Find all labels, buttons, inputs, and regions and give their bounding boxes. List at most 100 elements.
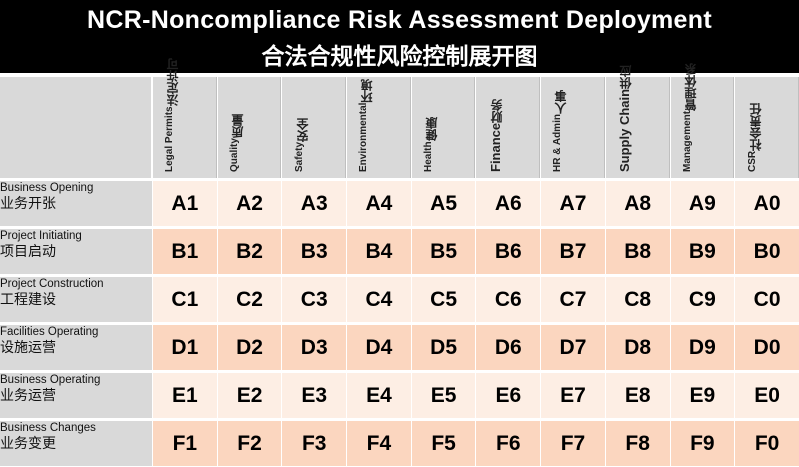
matrix-cell: D0 <box>734 322 799 370</box>
matrix-cell: D4 <box>346 322 411 370</box>
row-header-en: Business Opening <box>0 182 94 194</box>
table-row: Project Initiating 项目启动 B1 B2 B3 B4 B5 B6 B7 B8 B9… <box>0 226 799 274</box>
column-header-zh: 人事 <box>554 90 569 115</box>
matrix-cell: F5 <box>410 418 476 466</box>
matrix-cell: D3 <box>281 322 347 370</box>
column-header-en: Safety <box>293 141 305 172</box>
row-header: Project Construction 工程建设 <box>0 274 153 322</box>
matrix-cell: E3 <box>281 370 347 418</box>
matrix-cell: E9 <box>669 370 735 418</box>
matrix-cell: C5 <box>410 274 476 322</box>
column-header-environmental: Environmental 环境 <box>346 77 411 178</box>
table-row: Business Operating 业务运营 E1 E2 E3 E4 E5 E6 E7 E8 E9… <box>0 370 799 418</box>
column-header-zh: 社会责任 <box>748 102 763 151</box>
column-header-safety: Safety 安全 <box>281 77 347 178</box>
matrix-cell: A4 <box>346 178 411 226</box>
matrix-cell: B9 <box>669 226 735 274</box>
matrix-cell: A2 <box>216 178 282 226</box>
column-header-en: Environmental <box>358 102 370 172</box>
column-header-en: Supply Chain <box>617 88 633 172</box>
matrix-cell: B1 <box>152 226 217 274</box>
matrix-cell: C9 <box>669 274 735 322</box>
column-header-en: HR & Admin <box>552 114 564 172</box>
matrix-cell: E7 <box>540 370 605 418</box>
matrix-cell: C4 <box>346 274 411 322</box>
matrix-cell: E5 <box>410 370 476 418</box>
matrix-cell: C7 <box>540 274 605 322</box>
matrix-cell: D5 <box>410 322 476 370</box>
matrix-cell: D8 <box>604 322 670 370</box>
title-english: NCR-Noncompliance Risk Assessment Deploy… <box>87 6 712 34</box>
row-header-en: Facilities Operating <box>0 326 99 338</box>
matrix-cell: D2 <box>216 322 282 370</box>
matrix-cell: F2 <box>216 418 282 466</box>
table-row: Facilities Operating 设施运营 D1 D2 D3 D4 D5 D6 D7 D8… <box>0 322 799 370</box>
row-header: Business Operating 业务运营 <box>0 370 153 418</box>
title-chinese: 合法合规性风险控制展开图 <box>261 44 538 70</box>
title-banner: NCR-Noncompliance Risk Assessment Deploy… <box>0 0 799 73</box>
column-header-zh: 管理体系 <box>683 62 698 111</box>
table-row: Project Construction 工程建设 C1 C2 C3 C4 C5 C6 C7 C8… <box>0 274 799 322</box>
column-header-csr: CSR 社会责任 <box>734 77 799 178</box>
matrix-cell: B6 <box>475 226 541 274</box>
matrix-cell: D9 <box>669 322 735 370</box>
column-header-management: Management 管理体系 <box>669 63 735 178</box>
column-header-en: CSR <box>746 150 758 172</box>
row-header: Project Initiating 项目启动 <box>0 226 153 274</box>
matrix-cell: F6 <box>475 418 541 466</box>
matrix-cell: F4 <box>346 418 411 466</box>
row-header: Facilities Operating 设施运营 <box>0 322 153 370</box>
matrix-cell: F3 <box>281 418 347 466</box>
row-header-zh: 设施运营 <box>0 340 56 356</box>
matrix-cell: E6 <box>475 370 541 418</box>
row-header-zh: 工程建设 <box>0 292 56 308</box>
row-header-en: Business Changes <box>0 422 96 434</box>
table-row: Business Changes 业务变更 F1 F2 F3 F4 F5 F6 F7 F8 F9 F0 <box>0 418 799 466</box>
row-header-zh: 项目启动 <box>0 244 56 260</box>
risk-matrix-table: Legal Permits 法定许可 Quality 质量 Safety 安全 … <box>0 58 799 466</box>
row-header-zh: 业务运营 <box>0 388 56 404</box>
row-header-en: Business Operating <box>0 374 101 386</box>
row-header: Business Opening 业务开张 <box>0 178 153 226</box>
corner-cell <box>0 77 153 178</box>
matrix-cell: C0 <box>734 274 799 322</box>
matrix-cell: C3 <box>281 274 347 322</box>
matrix-cell: A6 <box>475 178 541 226</box>
matrix-cell: C2 <box>216 274 282 322</box>
column-header-en: Quality <box>229 138 241 172</box>
matrix-cell: B8 <box>604 226 670 274</box>
matrix-cell: E2 <box>216 370 282 418</box>
matrix-cell: F9 <box>669 418 735 466</box>
column-header-zh: 环境 <box>360 78 375 103</box>
column-header-zh: 健康 <box>425 117 440 142</box>
matrix-cell: A5 <box>410 178 476 226</box>
row-header-en: Project Initiating <box>0 230 82 242</box>
column-header-finance: Finance 财务 <box>475 77 541 178</box>
row-header: Business Changes 业务变更 <box>0 418 153 466</box>
row-header-zh: 业务开张 <box>0 196 56 212</box>
matrix-cell: A1 <box>152 178 217 226</box>
matrix-cell: E4 <box>346 370 411 418</box>
matrix-cell: B5 <box>410 226 476 274</box>
matrix-cell: C6 <box>475 274 541 322</box>
matrix-cell: A7 <box>540 178 605 226</box>
column-header-zh: 质量 <box>231 114 246 139</box>
column-header-legal-permits: Legal Permits 法定许可 <box>152 58 217 178</box>
column-header-zh: 财务 <box>489 98 504 123</box>
column-header-health: Health 健康 <box>410 77 476 178</box>
matrix-cell: D1 <box>152 322 217 370</box>
column-header-en: Legal Permits <box>164 106 176 172</box>
column-header-en: Management <box>681 110 693 172</box>
column-header-zh: 安全 <box>295 117 310 142</box>
matrix-cell: D7 <box>540 322 605 370</box>
matrix-cell: E0 <box>734 370 799 418</box>
column-header-row: Legal Permits 法定许可 Quality 质量 Safety 安全 … <box>0 58 799 178</box>
column-header-supply-chain: Supply Chain 供应 <box>604 65 670 178</box>
matrix-cell: F0 <box>734 418 799 466</box>
row-header-en: Project Construction <box>0 278 104 290</box>
column-header-zh: 供应 <box>619 64 634 89</box>
column-header-en: Finance <box>487 122 503 172</box>
matrix-cell: A0 <box>734 178 799 226</box>
matrix-cell: E8 <box>604 370 670 418</box>
matrix-cell: B0 <box>734 226 799 274</box>
